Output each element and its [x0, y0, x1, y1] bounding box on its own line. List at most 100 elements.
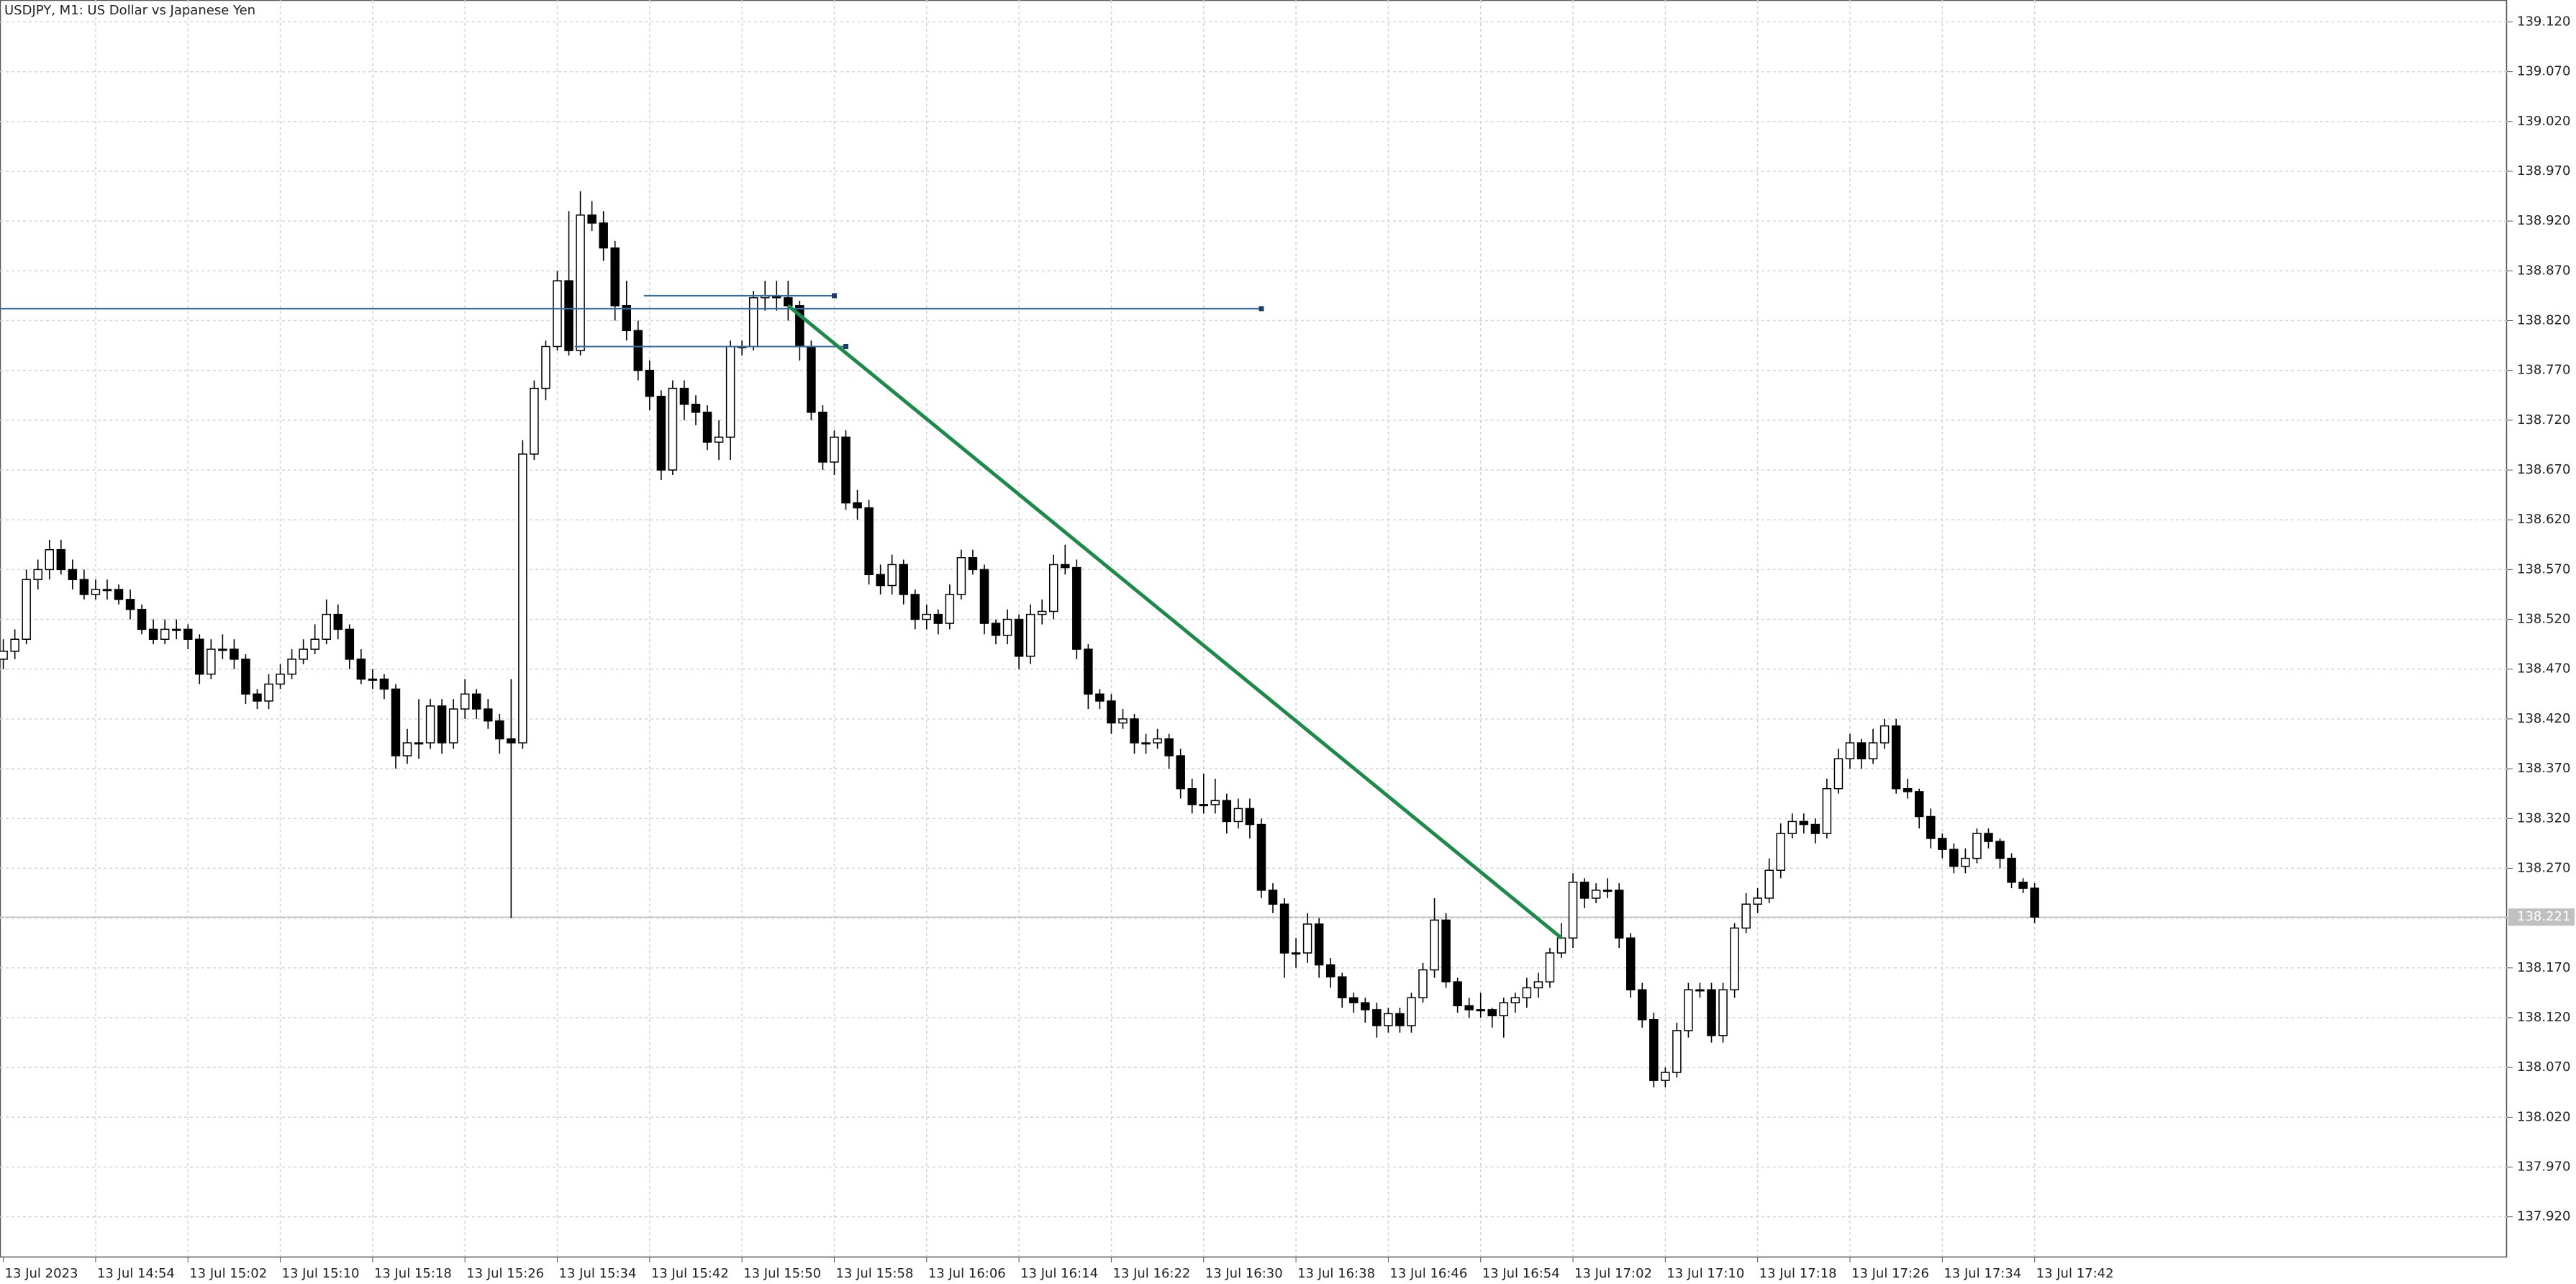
- line-handle: [831, 293, 837, 299]
- candle-body: [691, 403, 701, 413]
- line-handle: [1258, 306, 1264, 312]
- candle-body: [1279, 903, 1289, 954]
- candle-body: [1591, 890, 1601, 899]
- candle-body: [1545, 952, 1555, 982]
- candle-body: [1245, 808, 1255, 826]
- candle-body: [1787, 820, 1797, 834]
- candle-body: [241, 659, 250, 695]
- candle-body: [1995, 841, 2005, 859]
- candle-body: [587, 214, 597, 224]
- candle-body: [2007, 857, 2016, 883]
- candle-body: [818, 412, 827, 463]
- candle-body: [1533, 981, 1543, 989]
- candle-body: [1984, 833, 1993, 842]
- candle-body: [345, 628, 355, 660]
- current-price-label: 138.221: [2517, 909, 2570, 924]
- y-tick-label: 138.970: [2517, 163, 2570, 178]
- candle-body: [1084, 648, 1093, 695]
- x-tick-label: 13 Jul 15:50: [743, 1266, 821, 1281]
- candle-body: [1568, 882, 1578, 939]
- candle-body: [507, 738, 516, 743]
- candle-body: [1384, 1013, 1393, 1026]
- candle-body: [853, 502, 862, 509]
- candle-body: [1176, 755, 1185, 790]
- candle-body: [218, 648, 227, 651]
- x-tick-label: 13 Jul 17:34: [1944, 1266, 2021, 1281]
- candle-body: [1256, 823, 1266, 891]
- candle-body: [1291, 952, 1301, 955]
- candle-body: [33, 569, 42, 580]
- y-tick-label: 138.720: [2517, 412, 2570, 428]
- candle-body: [1233, 808, 1243, 823]
- candle-body: [1130, 718, 1139, 743]
- x-tick-label: 13 Jul 15:34: [559, 1266, 637, 1281]
- candle-body: [922, 613, 932, 620]
- candle-body: [2030, 887, 2039, 918]
- candle-body: [1164, 738, 1174, 756]
- candle-body: [1684, 989, 1693, 1031]
- candle-body: [264, 683, 273, 702]
- candle-body: [1464, 1005, 1474, 1011]
- candle-body: [1879, 725, 1890, 743]
- candle-body: [1961, 857, 1970, 867]
- candle-body: [368, 678, 378, 681]
- candle-body: [668, 387, 678, 471]
- candle-body: [933, 613, 943, 624]
- candle-body: [841, 436, 851, 504]
- candle-body: [1014, 618, 1024, 657]
- y-tick-label: 138.270: [2517, 860, 2570, 875]
- candle-body: [748, 297, 758, 348]
- candle-body: [195, 638, 204, 675]
- candle-body: [276, 673, 285, 685]
- candle-body: [471, 693, 481, 710]
- candle-body: [1325, 964, 1335, 977]
- y-tick-label: 137.920: [2517, 1209, 2570, 1224]
- candle-body: [45, 548, 55, 571]
- candle-body: [125, 599, 135, 610]
- candle-body: [1395, 1013, 1405, 1026]
- candle-body: [1730, 927, 1739, 990]
- candle-body: [1753, 898, 1762, 905]
- candle-body: [495, 720, 504, 740]
- candle-body: [1625, 937, 1636, 990]
- candle-body: [1499, 1002, 1509, 1016]
- candle-body: [1649, 1018, 1659, 1081]
- candle-body: [633, 330, 643, 371]
- candle-body: [333, 613, 343, 630]
- candle-body: [1845, 742, 1855, 759]
- candle-body: [160, 628, 170, 640]
- candle-body: [1938, 838, 1947, 850]
- y-tick-label: 138.370: [2517, 761, 2570, 776]
- candle-body: [484, 708, 493, 722]
- candle-body: [322, 613, 331, 640]
- candle-body: [1638, 989, 1647, 1021]
- y-tick-label: 138.520: [2517, 612, 2570, 627]
- candle-body: [137, 608, 147, 630]
- y-tick-label: 138.620: [2517, 512, 2570, 527]
- x-tick-label: 13 Jul 15:02: [189, 1266, 267, 1281]
- x-tick-label: 13 Jul 15:26: [466, 1266, 544, 1281]
- y-tick-label: 138.020: [2517, 1109, 2570, 1124]
- x-tick-label: 13 Jul 15:18: [374, 1266, 452, 1281]
- candle-body: [564, 280, 573, 351]
- y-tick-label: 138.770: [2517, 363, 2570, 378]
- grid: [0, 0, 2513, 1262]
- candle-body: [1614, 890, 1624, 939]
- x-tick-label: 13 Jul 17:42: [2036, 1266, 2114, 1281]
- candle-body: [679, 387, 689, 405]
- candle-body: [807, 345, 816, 413]
- candle-body: [1556, 937, 1566, 954]
- candle-body: [114, 589, 124, 600]
- candle-body: [1107, 700, 1116, 724]
- x-tick-label: 13 Jul 15:10: [282, 1266, 360, 1281]
- y-tick-label: 138.320: [2517, 810, 2570, 826]
- candle-body: [1061, 564, 1070, 569]
- y-tick-label: 138.470: [2517, 661, 2570, 677]
- candle-body: [230, 648, 239, 660]
- candle-body: [1579, 882, 1589, 899]
- y-tick-label: 138.170: [2517, 960, 2570, 975]
- candle-body: [1187, 787, 1197, 805]
- candle-body: [1707, 989, 1716, 1036]
- y-tick-label: 138.820: [2517, 312, 2570, 327]
- candle-body: [1048, 564, 1058, 612]
